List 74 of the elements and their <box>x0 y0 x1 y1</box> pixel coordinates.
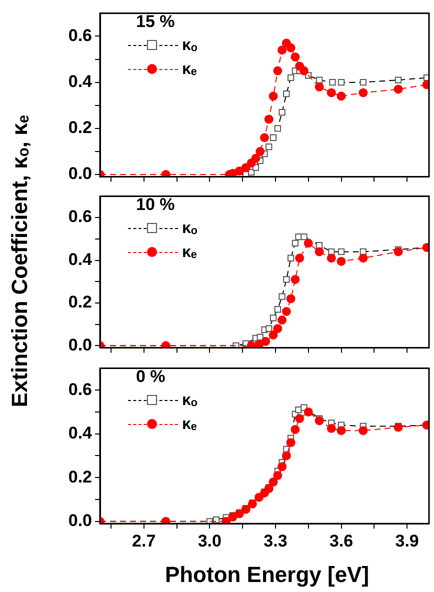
legend-label: κₒ <box>182 37 198 55</box>
x-tick-label: 3.3 <box>264 531 288 550</box>
point <box>282 307 291 316</box>
point <box>241 163 250 172</box>
point <box>290 274 300 284</box>
legend-label: κₑ <box>182 416 197 434</box>
y-tick-label: 0.4 <box>68 250 93 269</box>
point <box>228 512 238 522</box>
point <box>273 66 282 76</box>
point <box>256 146 265 156</box>
point <box>282 451 291 460</box>
point <box>314 82 324 92</box>
point <box>336 426 346 436</box>
point <box>358 426 368 436</box>
point <box>286 438 296 448</box>
point <box>358 88 368 98</box>
annotation: 0 % <box>136 367 166 387</box>
point <box>336 256 346 266</box>
point <box>358 254 368 263</box>
point <box>304 238 313 248</box>
point <box>234 166 244 176</box>
point <box>295 414 304 424</box>
point <box>394 84 403 94</box>
point <box>326 254 336 263</box>
x-tick-label: 3.9 <box>395 531 419 550</box>
point <box>290 52 300 62</box>
point <box>290 424 300 434</box>
annotation: 15 % <box>136 12 175 32</box>
legend-label: κₑ <box>182 244 197 262</box>
point <box>314 247 324 256</box>
y-tick-label: 0.4 <box>68 72 93 92</box>
point <box>268 92 278 101</box>
point <box>264 114 274 124</box>
y-tick-label: 0.6 <box>68 380 92 399</box>
point <box>251 154 260 163</box>
y-tick-label: 0.0 <box>68 335 92 354</box>
point <box>261 336 270 346</box>
point <box>260 133 269 142</box>
legend-label: κₑ <box>182 61 197 79</box>
point <box>326 88 336 98</box>
point <box>336 92 346 101</box>
point <box>222 516 231 524</box>
y-tick-label: 0.2 <box>68 292 92 312</box>
y-tick-label: 0.4 <box>68 424 93 443</box>
point <box>394 247 403 256</box>
y-tick-label: 0.2 <box>68 467 92 486</box>
y-tick-label: 0.6 <box>68 207 92 226</box>
x-axis-title: Photon Energy [eV] <box>164 562 370 588</box>
point <box>326 424 336 433</box>
point <box>278 46 287 55</box>
annotation: 10 % <box>136 195 175 215</box>
y-tick-label: 0.2 <box>68 118 92 138</box>
point <box>299 66 308 76</box>
point <box>278 316 287 325</box>
legend-label: κₒ <box>182 220 198 238</box>
point <box>304 407 313 416</box>
x-tick-label: 2.7 <box>132 531 156 550</box>
point <box>295 254 304 263</box>
point <box>234 509 244 518</box>
point <box>268 330 278 340</box>
y-axis-title: Extinction Coefficient, κₒ, κₑ <box>7 114 33 408</box>
y-tick-label: 0.6 <box>68 26 92 45</box>
point <box>273 324 282 334</box>
x-tick-label: 3.6 <box>329 531 354 550</box>
point <box>286 43 296 52</box>
y-tick-label: 0.0 <box>68 511 92 530</box>
point <box>286 294 296 304</box>
y-tick-label: 0.0 <box>68 164 92 184</box>
point <box>264 484 274 494</box>
point <box>278 462 287 472</box>
x-tick-label: 3.0 <box>198 531 222 550</box>
point <box>273 470 282 480</box>
point <box>314 416 324 426</box>
legend-label: κₒ <box>182 392 198 410</box>
